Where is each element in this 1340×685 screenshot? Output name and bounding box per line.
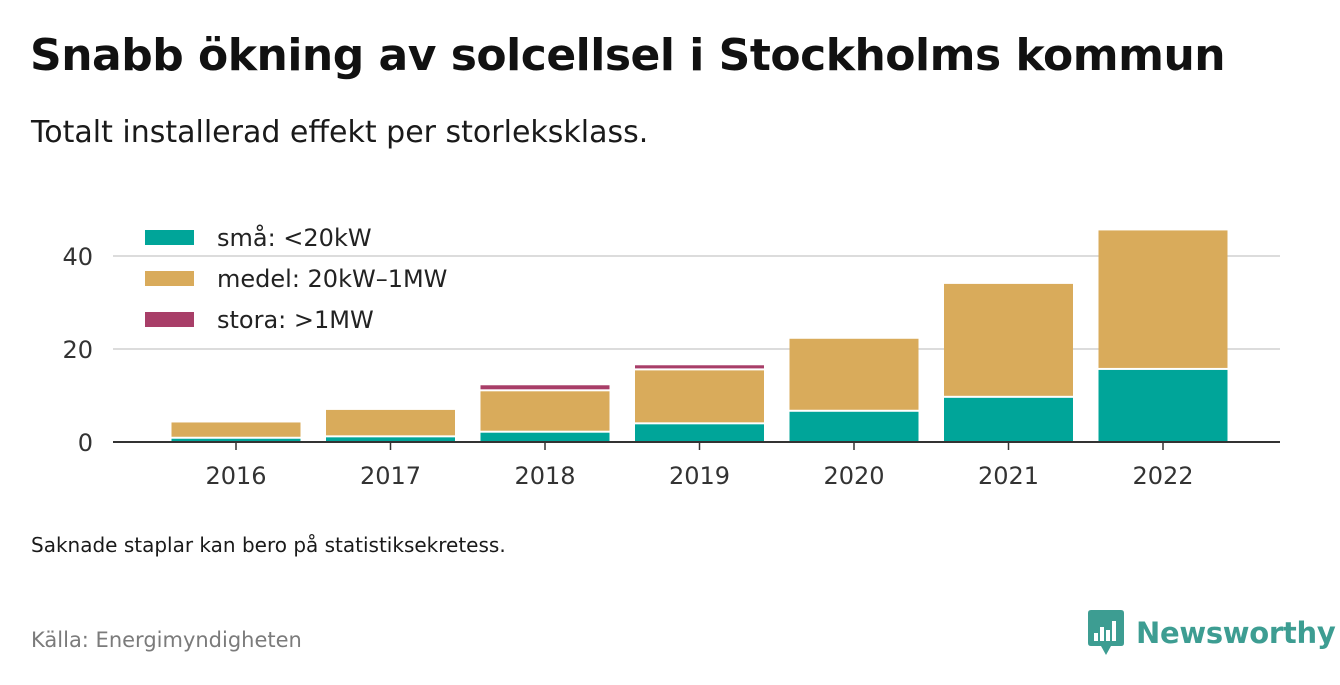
newsworthy-brand: Newsworthy [1088,610,1336,656]
x-tick-label: 2019 [669,462,730,490]
bar-segment-2016-s1 [171,422,301,437]
bar-segment-2020-s0 [789,411,919,442]
x-tick-label: 2021 [978,462,1039,490]
bar-segment-2022-s1 [1098,230,1228,368]
bar-segment-2019-s1 [635,370,764,423]
y-tick-label: 0 [78,429,93,457]
y-tick-label: 20 [62,336,93,364]
chart-footnote: Saknade staplar kan bero på statistiksek… [31,533,506,557]
bar-segment-2018-s2 [480,385,610,390]
bar-segment-2022-s0 [1098,369,1228,442]
legend-label: stora: >1MW [217,306,374,334]
y-tick-label: 40 [62,243,93,271]
bar-segment-2019-s2 [635,365,764,369]
bar-segment-2016-s0 [171,438,301,442]
x-tick-label: 2017 [360,462,421,490]
chart-subtitle: Totalt installerad effekt per storlekskl… [31,115,649,150]
x-tick-label: 2016 [205,462,266,490]
bar-segment-2018-s0 [480,432,610,442]
source-credit: Källa: Energimyndigheten [31,628,302,652]
stacked-bar-chart: 0 20 40 2016 2017 2018 2019 2020 2021 2022 små: <2… [62,223,1280,490]
legend-label: små: <20kW [217,223,372,252]
bar-segment-2019-s0 [635,424,764,442]
x-tick-label: 2018 [514,462,575,490]
bar-segment-2018-s1 [480,391,610,431]
bar-segment-2017-s1 [326,409,455,436]
bar-segment-2017-s0 [326,437,455,442]
legend-swatch [145,312,194,327]
bar-segment-2021-s0 [944,397,1073,442]
legend-swatch [145,230,194,245]
chart-title: Snabb ökning av solcellsel i Stockholms … [30,30,1226,81]
legend-label: medel: 20kW–1MW [217,265,447,293]
bar-segment-2021-s1 [944,283,1073,396]
bar-segment-2020-s1 [789,338,919,410]
x-tick-label: 2020 [823,462,884,490]
brand-name: Newsworthy [1136,616,1336,650]
legend-swatch [145,271,194,286]
newsworthy-logo-icon [1088,610,1124,655]
x-tick-label: 2022 [1132,462,1193,490]
